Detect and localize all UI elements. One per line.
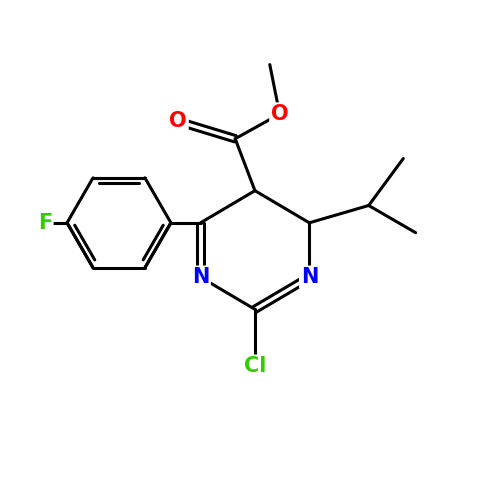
Text: N: N [192, 267, 209, 287]
Text: O: O [271, 104, 288, 124]
Text: Cl: Cl [244, 356, 266, 376]
Text: N: N [300, 267, 318, 287]
Text: O: O [170, 112, 187, 132]
Text: F: F [38, 213, 52, 233]
